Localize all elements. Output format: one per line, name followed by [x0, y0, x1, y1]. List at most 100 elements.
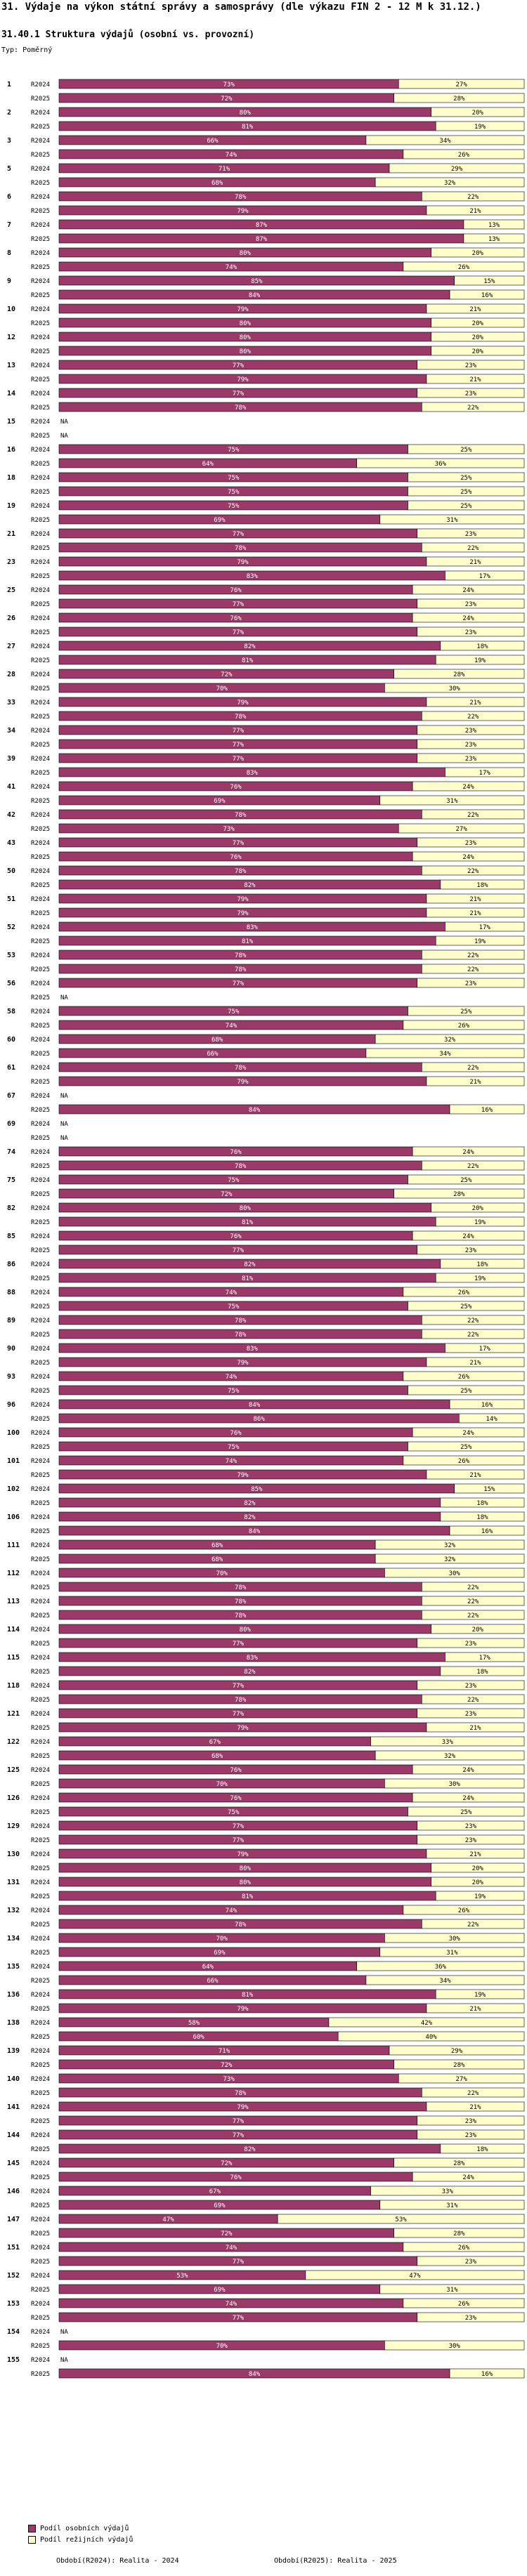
value-label-personal: 81%	[242, 657, 254, 664]
value-label-operating: 23%	[465, 840, 477, 847]
period-label: R2024	[31, 138, 50, 145]
group-label: 88	[7, 1289, 15, 1296]
bar-operating	[426, 374, 525, 384]
value-label-personal: 77%	[233, 1683, 245, 1690]
value-label-operating: 23%	[465, 1683, 477, 1690]
bar-operating	[422, 865, 525, 876]
value-label-personal: 70%	[216, 1570, 228, 1577]
period-label: R2024	[31, 1374, 50, 1381]
period-label: R2024	[31, 1008, 50, 1016]
group-label: 3	[7, 137, 11, 145]
period-label: R2024	[31, 671, 50, 678]
period-label: R2025	[31, 1556, 50, 1563]
bar-operating	[449, 289, 525, 300]
value-label-operating: 21%	[469, 1851, 481, 1858]
bar-operating	[463, 233, 525, 244]
period-label: R2024	[31, 587, 50, 594]
value-label-operating: 19%	[474, 657, 486, 664]
value-label-personal: 76%	[230, 1149, 242, 1156]
period-label: R2025	[31, 1388, 50, 1395]
legend-swatch-operating	[28, 2535, 36, 2544]
period-label: R2025	[31, 1079, 50, 1086]
bar-operating	[449, 1525, 525, 1536]
group-label: 141	[7, 2103, 20, 2111]
period-label: R2025	[31, 1107, 50, 1114]
value-label-personal: 77%	[233, 2118, 245, 2125]
period-label: R2025	[31, 1781, 50, 1788]
value-label-personal: 66%	[207, 1978, 219, 1985]
value-label-personal: 73%	[223, 826, 235, 833]
period-label: R2025	[31, 714, 50, 721]
period-label: R2024	[31, 2301, 50, 2308]
value-label-personal: 75%	[228, 1177, 240, 1184]
bar-operating	[431, 331, 525, 342]
value-label-personal: 67%	[209, 1739, 221, 1746]
value-label-operating: 23%	[465, 1247, 477, 1254]
bar-operating	[445, 1343, 525, 1353]
period-label: R2025	[31, 657, 50, 664]
period-label: R2024	[31, 559, 50, 566]
bar-operating	[417, 837, 525, 848]
value-label-operating: 16%	[481, 2371, 493, 2378]
period-label: R2024	[31, 1542, 50, 1549]
value-label-operating: 22%	[467, 966, 479, 973]
value-label-operating: 30%	[449, 2343, 461, 2350]
value-label-personal: 77%	[233, 980, 245, 987]
value-label-personal: 79%	[237, 1472, 249, 1479]
period-label: R2025	[31, 1837, 50, 1844]
period-label: R2025	[31, 1444, 50, 1451]
bar-operating	[379, 1947, 525, 1957]
bar-operating	[422, 809, 525, 820]
value-label-personal: 82%	[244, 1500, 256, 1507]
group-label: 19	[7, 502, 15, 510]
value-label-operating: 24%	[462, 587, 474, 594]
value-label-personal: 79%	[237, 2104, 249, 2111]
period-label: R2024	[31, 110, 50, 117]
value-label-operating: 40%	[425, 2034, 437, 2041]
group-label: 135	[7, 1963, 20, 1971]
period-label: R2024	[31, 699, 50, 707]
bar-operating	[426, 303, 525, 314]
value-label-operating: 19%	[474, 1992, 486, 1999]
bar-operating	[356, 458, 525, 468]
value-label-operating: 22%	[467, 952, 479, 959]
period-label: R2025	[31, 2174, 50, 2181]
period-label: R2024	[31, 1065, 50, 1072]
value-label-personal: 74%	[226, 1374, 238, 1381]
bar-operating	[431, 1862, 525, 1873]
value-label-personal: 76%	[230, 2174, 242, 2181]
period-label: R2024	[31, 2132, 50, 2139]
legend-label-operating: Podíl režijních výdajů	[40, 2535, 134, 2544]
value-label-operating: 18%	[476, 882, 488, 889]
bar-operating	[426, 556, 525, 567]
period-label: R2025	[31, 2371, 50, 2378]
value-label-operating: 23%	[465, 1641, 477, 1648]
value-label-personal: 67%	[209, 2188, 221, 2195]
group-label: 41	[7, 783, 15, 791]
bar-operating	[408, 500, 525, 511]
bar-operating	[431, 107, 525, 117]
value-label-operating: 21%	[469, 2104, 481, 2111]
value-label-personal: 80%	[240, 250, 252, 257]
group-label: 23	[7, 558, 15, 566]
period-label: R2024	[31, 924, 50, 931]
bar-operating	[417, 388, 525, 398]
period-label: R2024	[31, 1514, 50, 1521]
value-label-personal: 72%	[221, 2230, 233, 2237]
value-label-personal: 77%	[233, 2132, 245, 2139]
bar-operating	[426, 205, 525, 216]
value-label-operating: 25%	[460, 1444, 472, 1451]
value-label-personal: 85%	[251, 278, 263, 285]
period-label: R2024	[31, 447, 50, 454]
bar-operating	[426, 2101, 525, 2112]
bar-operating	[431, 346, 525, 356]
period-label: R2024	[31, 728, 50, 735]
period-label: R2025	[31, 1893, 50, 1900]
value-label-operating: 21%	[469, 1360, 481, 1367]
value-label-personal: 80%	[240, 1627, 252, 1634]
value-label-personal: 79%	[237, 2006, 249, 2013]
value-label-operating: 32%	[444, 180, 456, 187]
period-label: R2025	[31, 292, 50, 299]
bar-operating	[422, 1160, 525, 1171]
